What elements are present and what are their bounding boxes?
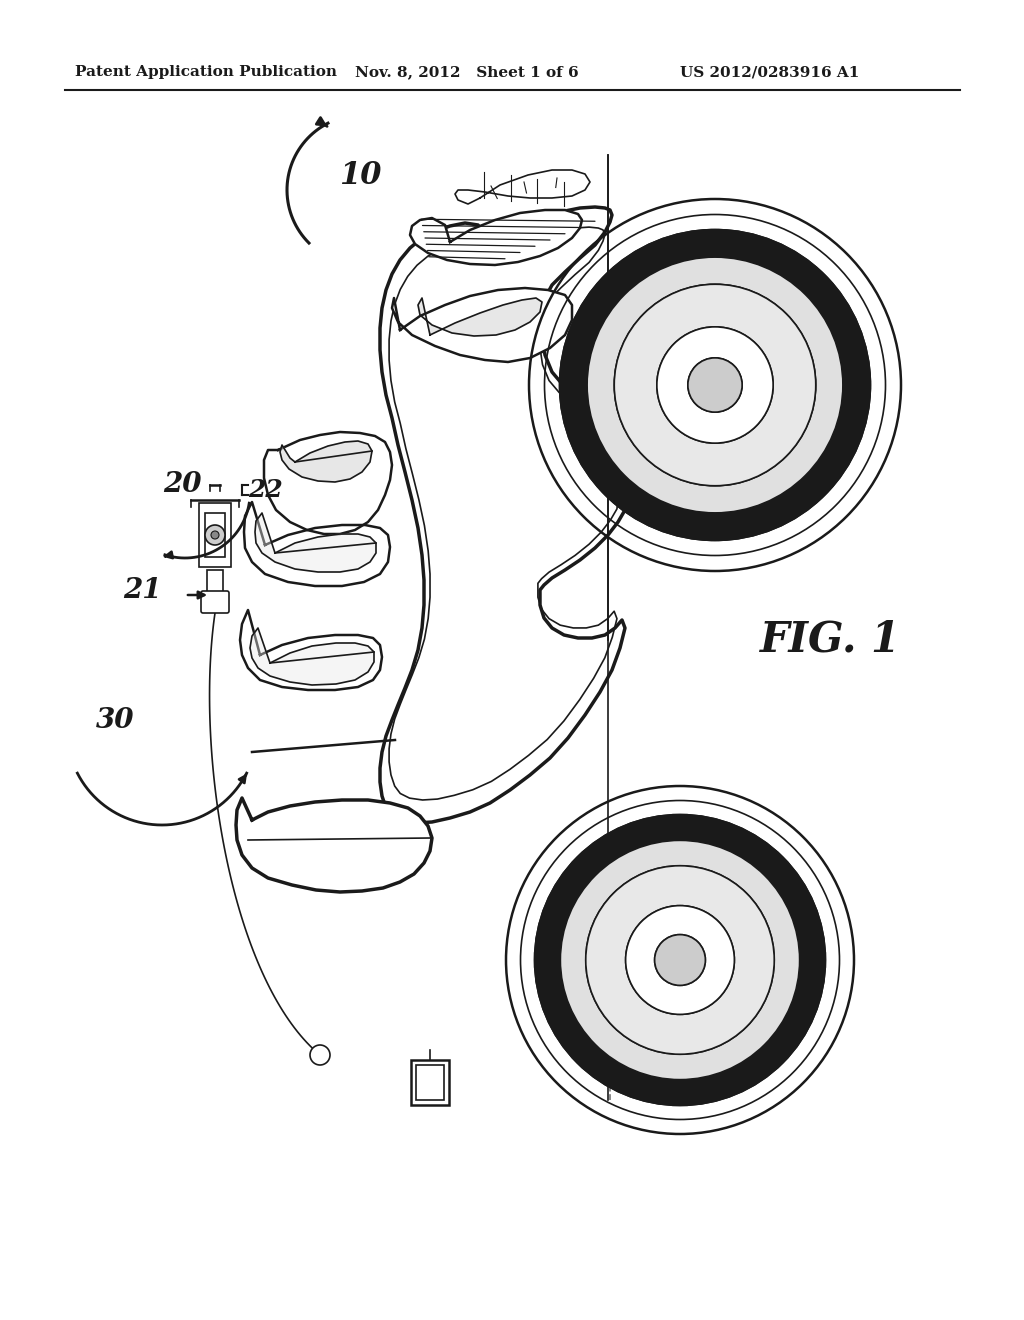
Polygon shape [392,288,572,362]
Ellipse shape [560,841,800,1080]
Text: Patent Application Publication: Patent Application Publication [75,65,337,79]
Polygon shape [280,441,372,482]
Text: US 2012/0283916 A1: US 2012/0283916 A1 [680,65,859,79]
Text: FIG. 1: FIG. 1 [760,619,901,661]
Ellipse shape [614,284,816,486]
Bar [205,513,225,557]
Ellipse shape [654,935,706,985]
Bar [411,1060,449,1105]
Ellipse shape [688,358,742,412]
Ellipse shape [586,866,774,1055]
Ellipse shape [626,906,734,1014]
Circle shape [211,531,219,539]
Circle shape [205,525,225,545]
Bar [199,503,231,568]
Ellipse shape [560,841,800,1080]
Polygon shape [410,210,582,265]
Polygon shape [250,628,374,685]
Polygon shape [240,610,382,690]
Text: 20: 20 [163,471,202,499]
Ellipse shape [587,257,843,513]
Ellipse shape [656,327,773,444]
Ellipse shape [656,327,773,444]
Polygon shape [255,513,376,572]
Polygon shape [380,207,630,822]
Ellipse shape [535,814,825,1105]
Text: Nov. 8, 2012   Sheet 1 of 6: Nov. 8, 2012 Sheet 1 of 6 [355,65,579,79]
FancyBboxPatch shape [201,591,229,612]
Text: 21: 21 [124,577,162,603]
Polygon shape [264,432,392,535]
Ellipse shape [535,814,825,1105]
Text: 30: 30 [96,706,134,734]
Polygon shape [236,799,432,892]
Ellipse shape [560,230,870,540]
Text: 22: 22 [248,478,283,502]
Bar [416,1064,444,1100]
Ellipse shape [586,866,774,1055]
Ellipse shape [654,935,706,985]
Ellipse shape [626,906,734,1014]
Text: 10: 10 [339,160,381,190]
Circle shape [310,1045,330,1065]
Bar [207,570,223,591]
Polygon shape [244,502,390,586]
Polygon shape [418,298,542,337]
Polygon shape [455,170,590,205]
Ellipse shape [560,230,870,540]
Ellipse shape [688,358,742,412]
Ellipse shape [614,284,816,486]
Ellipse shape [587,257,843,513]
